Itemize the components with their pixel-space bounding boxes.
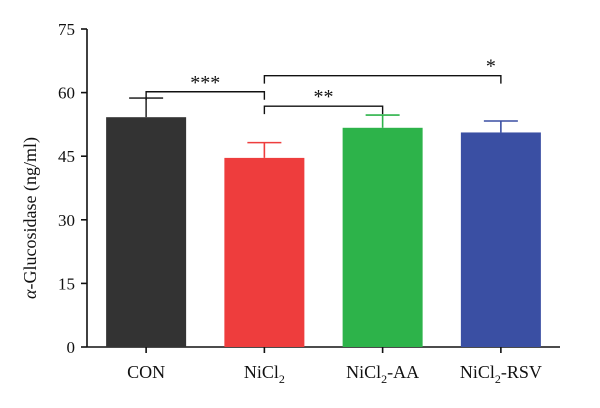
bar (460, 132, 541, 347)
category-base: NiCl (460, 362, 495, 382)
y-axis-label-greek: α (20, 289, 40, 299)
category-base: NiCl (244, 362, 279, 382)
x-category-label: CON (127, 362, 165, 382)
y-tick-label: 60 (58, 84, 75, 103)
y-tick-label: 30 (58, 211, 75, 230)
significance-bracket (145, 91, 266, 100)
category-subscript: 2 (495, 372, 501, 386)
x-category-label: NiCl2-RSV (460, 362, 542, 386)
bar (224, 157, 305, 347)
category-subscript: 2 (279, 372, 285, 386)
category-base: NiCl (346, 362, 381, 382)
significance-brackets: ****** (145, 56, 502, 115)
y-axis-label: α-Glucosidase (ng/ml) (20, 137, 41, 299)
significance-label: * (486, 56, 496, 78)
y-tick-label: 15 (58, 274, 75, 293)
x-category-label: NiCl2 (244, 362, 285, 386)
significance-label: ** (314, 86, 334, 108)
category-suffix: -RSV (501, 362, 542, 382)
y-tick-label: 45 (58, 147, 75, 166)
y-tick-label: 75 (58, 20, 75, 39)
bar (106, 117, 187, 347)
y-tick-label: 0 (67, 338, 76, 357)
category-base: CON (127, 362, 165, 382)
y-axis-label-text: -Glucosidase (ng/ml) (20, 137, 41, 289)
category-suffix: -AA (387, 362, 419, 382)
significance-label: *** (190, 72, 220, 94)
bar (342, 127, 423, 348)
category-subscript: 2 (381, 372, 387, 386)
significance-bracket (263, 105, 384, 115)
bars (106, 117, 541, 348)
significance-bracket (263, 74, 502, 84)
x-category-label: NiCl2-AA (346, 362, 419, 386)
